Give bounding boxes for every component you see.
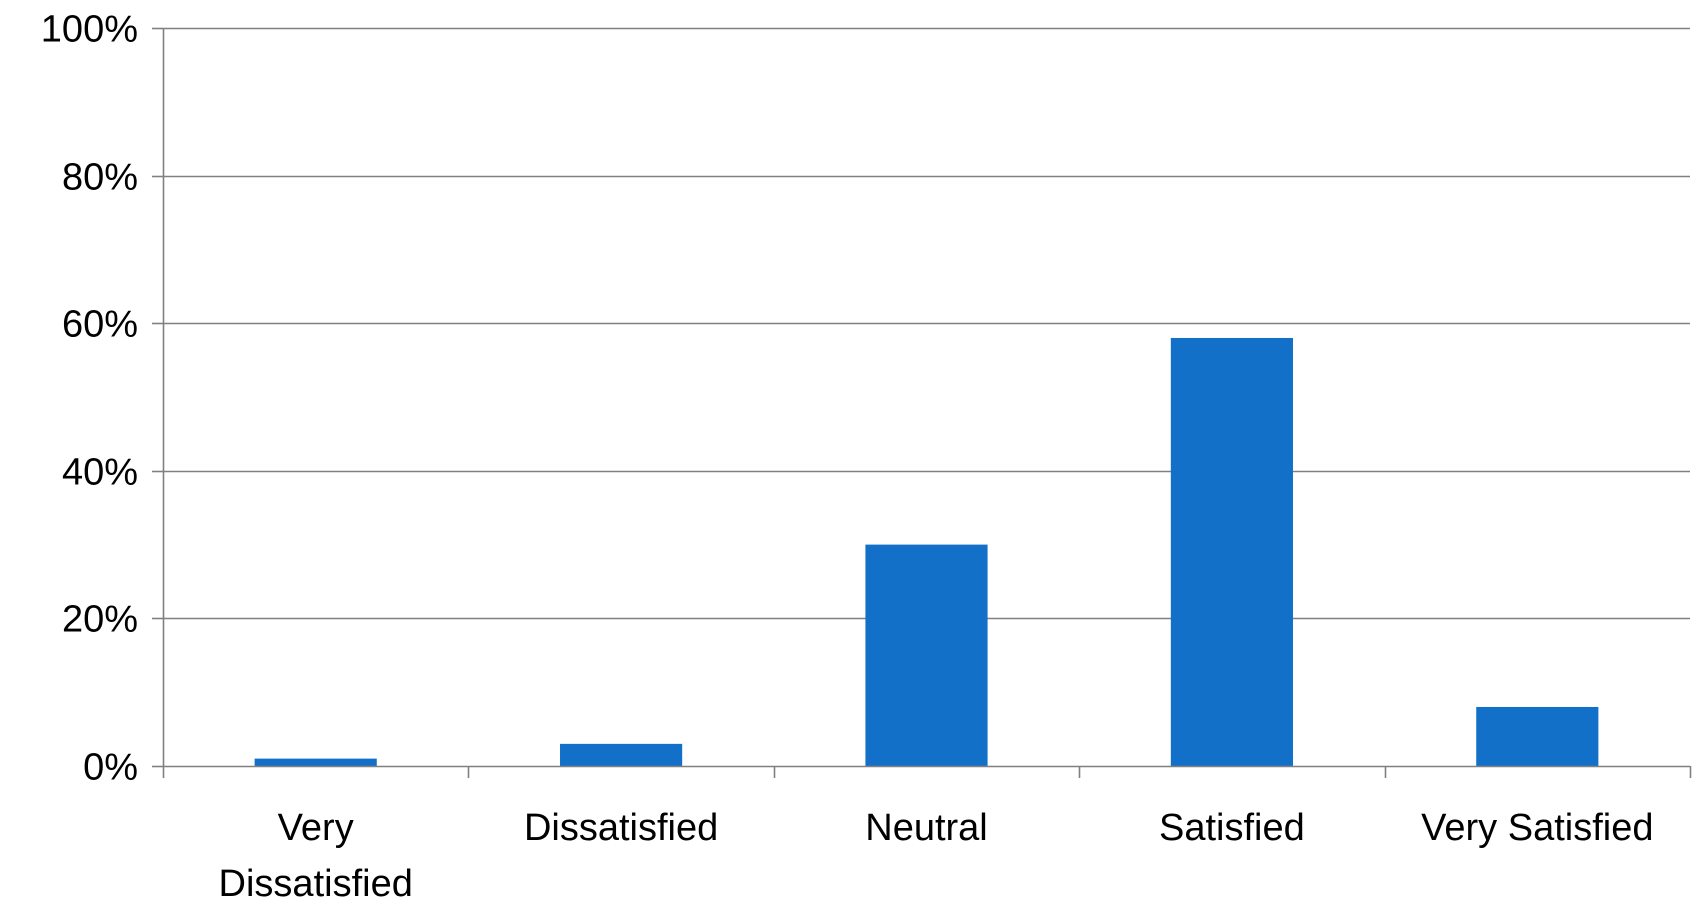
x-category-label: Very Satisfied [1421, 807, 1653, 849]
x-category-label: Dissatisfied [524, 807, 718, 849]
bar-neutral [865, 544, 988, 766]
bar-dissatisfied [560, 743, 683, 766]
axes [152, 27, 1692, 778]
y-tick-label: 60% [62, 304, 138, 346]
y-tick-label: 0% [83, 747, 138, 789]
grid-lines [163, 27, 1690, 620]
bar-satisfied [1170, 337, 1293, 766]
bar-very-dissatisfied [254, 758, 377, 766]
x-category-label: Very Dissatisfied [219, 807, 413, 903]
y-tick-label: 40% [62, 452, 138, 494]
y-tick-label: 100% [41, 9, 138, 51]
y-tick-label: 80% [62, 157, 138, 199]
bars [254, 337, 1599, 766]
y-tick-label: 20% [62, 599, 138, 641]
x-category-label: Satisfied [1159, 807, 1305, 849]
x-category-label: Neutral [865, 807, 988, 849]
labels: 0% 20% 40% 60% 80% 100% Very Dissatisfied Dissat… [41, 9, 1654, 903]
bar-very-satisfied [1476, 706, 1599, 766]
